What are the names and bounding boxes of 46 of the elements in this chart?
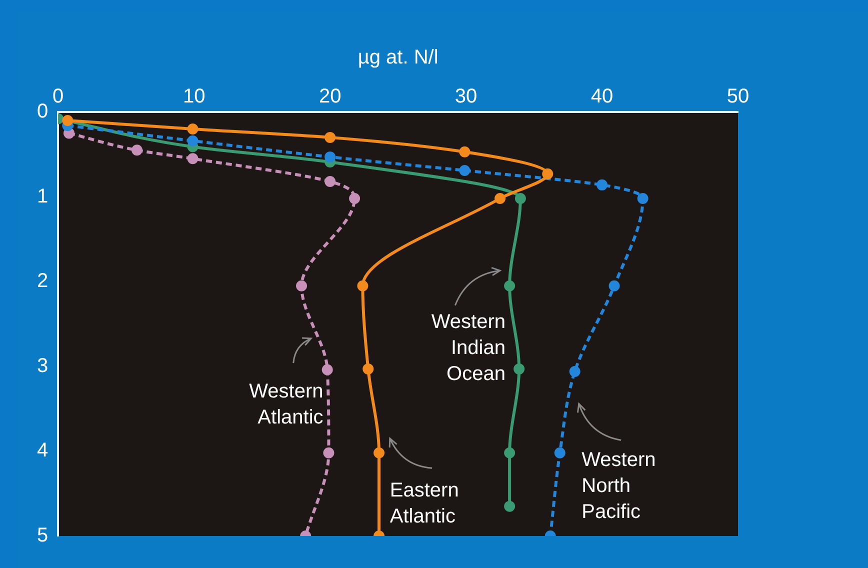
y-tick-label: 2 — [37, 270, 48, 292]
y-tick-label: 1 — [37, 185, 48, 208]
point — [596, 179, 608, 190]
point — [362, 363, 374, 374]
point — [296, 280, 308, 292]
point — [374, 447, 385, 458]
point — [554, 447, 566, 458]
point — [131, 144, 142, 156]
point — [514, 192, 526, 204]
x-tick-label: 40 — [590, 86, 614, 108]
point — [504, 500, 516, 512]
point — [187, 123, 198, 134]
x-tick-label: 20 — [318, 86, 342, 108]
point — [608, 280, 620, 292]
point — [569, 366, 580, 377]
x-tick-label: 10 — [182, 86, 206, 108]
point — [324, 151, 336, 162]
point — [322, 364, 333, 376]
x-axis-title: µg at. N/l — [358, 46, 438, 69]
point — [323, 447, 334, 458]
point — [459, 146, 470, 158]
point — [324, 132, 336, 143]
x-tick-label: 0 — [52, 86, 64, 108]
point — [514, 363, 525, 374]
point — [504, 447, 516, 458]
point — [187, 135, 198, 146]
point — [542, 168, 554, 180]
point — [349, 192, 360, 204]
point — [187, 153, 198, 164]
series-label: Eastern Atlantic — [390, 480, 459, 528]
point — [357, 280, 368, 292]
y-tick-label: 5 — [37, 524, 48, 547]
point — [637, 192, 648, 204]
point — [324, 176, 336, 188]
y-tick-label: 4 — [37, 440, 48, 462]
y-tick-label: 0 — [37, 100, 48, 123]
y-tick-label: 3 — [37, 354, 48, 377]
point — [494, 192, 506, 204]
x-tick-label: 30 — [454, 86, 478, 108]
series-label: Western Indian Ocean — [431, 310, 506, 385]
series-label: Western Atlantic — [249, 380, 324, 428]
x-tick-label: 50 — [726, 86, 750, 108]
point — [459, 165, 470, 176]
point — [504, 280, 516, 292]
series-label: Western North Pacific — [582, 449, 656, 524]
point — [62, 114, 74, 126]
